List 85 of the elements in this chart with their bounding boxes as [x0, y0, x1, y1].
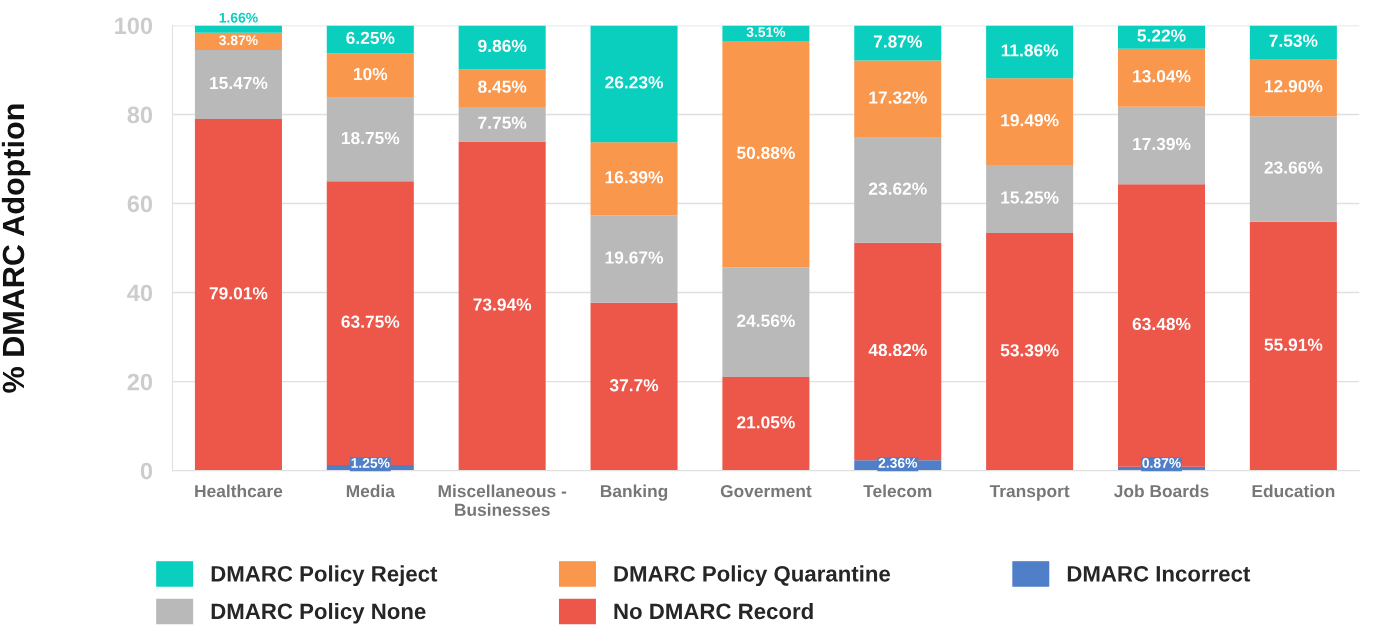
data-label: 73.94% — [473, 298, 532, 311]
legend-label: DMARC Policy Quarantine — [614, 565, 891, 587]
data-label: 5.22% — [1137, 29, 1186, 42]
bar — [590, 142, 678, 216]
legend-label: DMARC Incorrect — [1067, 565, 1251, 582]
bar — [1117, 48, 1206, 107]
data-label: 37.7% — [609, 379, 659, 392]
data-label: 19.49% — [1001, 114, 1059, 127]
bar — [194, 50, 282, 119]
bar — [854, 137, 942, 243]
x-tick-label: Healthcare — [195, 484, 283, 498]
data-label: 21.05% — [737, 416, 795, 429]
data-label: 15.47% — [210, 76, 268, 90]
data-label: 19.67% — [605, 251, 664, 264]
bar — [194, 118, 282, 471]
data-label: 7.75% — [478, 116, 527, 129]
x-tick-label: Goverment — [720, 484, 812, 498]
x-tick-label: Education — [1252, 484, 1335, 498]
bar — [722, 376, 810, 471]
data-label: 3.51% — [746, 27, 786, 37]
bar — [590, 215, 678, 303]
data-label: 55.91% — [1264, 338, 1323, 351]
data-label: 1.66% — [219, 12, 258, 23]
data-label: 48.82% — [868, 343, 927, 357]
data-label: 13.04% — [1133, 70, 1191, 83]
data-label: 23.66% — [1264, 161, 1323, 174]
bar — [854, 25, 942, 61]
x-tick-label: Job Boards — [1114, 484, 1209, 498]
data-label: 17.39% — [1133, 137, 1191, 151]
data-label: 24.56% — [737, 314, 795, 327]
data-label: 3.87% — [219, 35, 258, 46]
data-label: 50.88% — [737, 146, 795, 159]
data-label: 8.45% — [478, 80, 527, 93]
data-label: 7.87% — [873, 35, 922, 48]
bar — [1249, 116, 1337, 222]
legend-label: No DMARC Record — [614, 602, 813, 620]
bar — [194, 25, 282, 33]
bar — [590, 25, 678, 143]
data-label: 18.75% — [341, 131, 400, 145]
data-label: 63.48% — [1132, 317, 1191, 331]
bar — [1249, 25, 1337, 59]
data-label: 6.25% — [346, 31, 395, 45]
bar — [1117, 184, 1206, 467]
data-label: 79.01% — [209, 287, 268, 300]
bar — [326, 97, 414, 182]
data-label: 53.39% — [1000, 344, 1059, 357]
data-label: 0.87% — [1142, 458, 1181, 468]
legend-label: DMARC Policy Reject — [211, 565, 438, 587]
bar — [986, 232, 1074, 471]
data-label: 15.25% — [1001, 191, 1059, 204]
legend-label: DMARC Policy None — [211, 602, 426, 624]
data-label: 16.39% — [605, 171, 664, 184]
data-label: 17.32% — [869, 91, 927, 104]
bar — [458, 69, 546, 107]
bar — [986, 165, 1074, 233]
x-tick-label: Telecom — [863, 484, 932, 498]
bar — [458, 25, 546, 70]
data-label: 11.86% — [1001, 44, 1059, 57]
x-tick-label: Transport — [989, 485, 1070, 501]
x-tick-label: Banking — [600, 484, 668, 501]
x-tick-label: Miscellaneous - Businesses — [438, 484, 567, 516]
bar — [1249, 58, 1337, 117]
data-label: 2.36% — [878, 458, 918, 468]
bar — [458, 106, 546, 142]
data-label: 10% — [354, 67, 388, 81]
data-label: 1.25% — [351, 458, 390, 468]
bar — [986, 78, 1074, 166]
x-tick-label: Media — [346, 484, 396, 498]
bar — [326, 53, 414, 98]
data-label: 26.23% — [605, 76, 664, 89]
bar — [326, 181, 414, 466]
bar — [722, 41, 810, 268]
data-label: 9.86% — [478, 39, 527, 53]
y-axis-title: % DMARC Adoption — [1, 104, 31, 393]
bar — [1117, 106, 1206, 185]
bar — [458, 141, 546, 471]
bar — [854, 60, 942, 138]
bar — [590, 302, 678, 471]
data-label: 12.90% — [1265, 80, 1323, 93]
data-label: 23.62% — [868, 182, 927, 195]
data-label: 7.53% — [1269, 34, 1318, 47]
data-label: 63.75% — [341, 315, 400, 328]
bar — [1249, 221, 1337, 471]
bar — [722, 267, 810, 377]
bar — [986, 25, 1074, 79]
